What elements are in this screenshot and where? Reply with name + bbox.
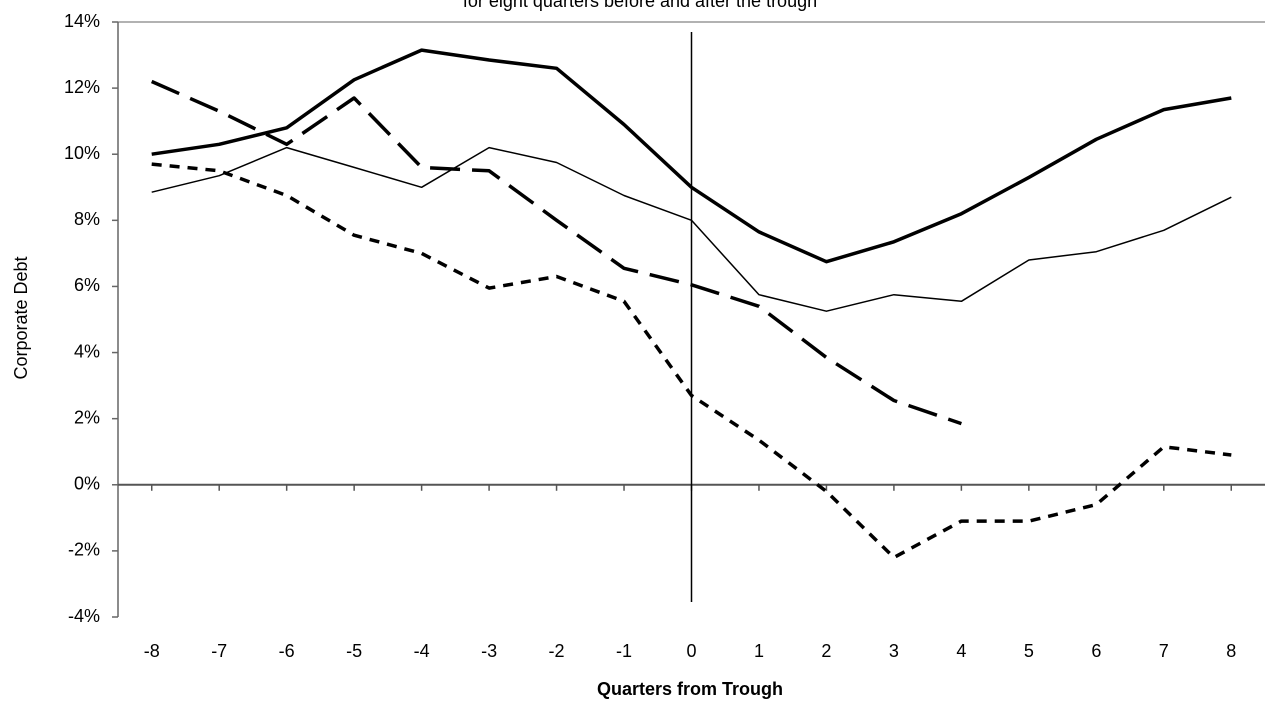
y-tick-label: 14% xyxy=(64,11,100,31)
x-tick-label: -4 xyxy=(414,641,430,661)
x-tick-label: 3 xyxy=(889,641,899,661)
x-tick-label: -8 xyxy=(144,641,160,661)
y-tick-label: 10% xyxy=(64,143,100,163)
series-line xyxy=(151,162,1232,560)
x-tick-label: 2 xyxy=(821,641,831,661)
x-tick-label: 5 xyxy=(1024,641,1034,661)
x-tick-label: -7 xyxy=(211,641,227,661)
y-tick-label: -4% xyxy=(68,606,100,626)
series-line xyxy=(151,48,1232,264)
y-tick-label: 6% xyxy=(74,275,100,295)
x-tick-label: -5 xyxy=(346,641,362,661)
y-tick-label: 2% xyxy=(74,407,100,427)
series-line xyxy=(150,79,962,426)
y-tick-label: 4% xyxy=(74,341,100,361)
series-line xyxy=(151,146,1232,312)
x-tick-label: -2 xyxy=(549,641,565,661)
x-tick-label: 1 xyxy=(754,641,764,661)
y-axis-label: Corporate Debt xyxy=(11,256,31,379)
x-tick-label: 0 xyxy=(686,641,696,661)
x-tick-label: 8 xyxy=(1226,641,1236,661)
y-tick-label: 12% xyxy=(64,77,100,97)
x-axis-label: Quarters from Trough xyxy=(597,679,783,699)
y-tick-label: 8% xyxy=(74,209,100,229)
x-tick-label: 7 xyxy=(1159,641,1169,661)
y-tick-label: 0% xyxy=(74,474,100,494)
chart-subtitle: for eight quarters before and after the … xyxy=(463,0,817,11)
x-tick-label: -3 xyxy=(481,641,497,661)
y-tick-label: -2% xyxy=(68,540,100,560)
x-tick-label: -1 xyxy=(616,641,632,661)
x-tick-label: 6 xyxy=(1091,641,1101,661)
x-tick-label: -6 xyxy=(279,641,295,661)
x-tick-label: 4 xyxy=(956,641,966,661)
